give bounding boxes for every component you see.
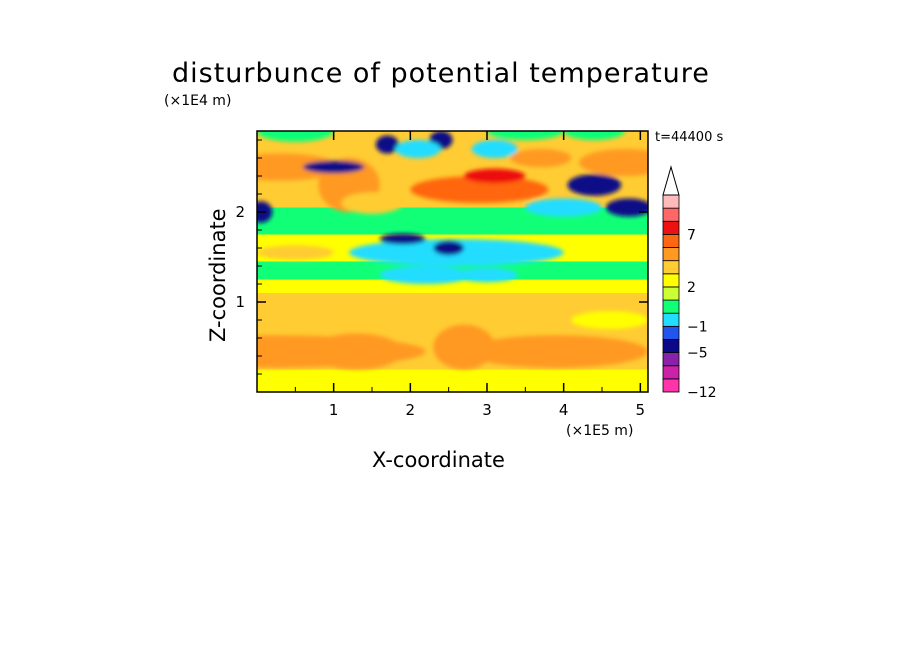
field-cell bbox=[456, 267, 518, 283]
field-cell bbox=[395, 140, 441, 158]
x-tick-label: 3 bbox=[482, 401, 492, 419]
y-tick-label: 1 bbox=[235, 293, 245, 311]
field-cell bbox=[525, 198, 603, 217]
field-cell bbox=[433, 240, 464, 256]
colorbar-label: 7 bbox=[687, 227, 696, 243]
x-tick-label: 5 bbox=[636, 401, 646, 419]
field-cell bbox=[257, 131, 334, 142]
field-cell bbox=[318, 304, 503, 327]
field-cell bbox=[257, 153, 342, 181]
field-cell bbox=[605, 198, 648, 217]
y-axis-unit: (×1E4 m) bbox=[164, 93, 232, 109]
field-cell bbox=[464, 335, 648, 368]
field-cell bbox=[257, 245, 334, 260]
colorbar-swatch bbox=[662, 233, 680, 248]
field-cell bbox=[571, 311, 648, 329]
field-cell bbox=[567, 174, 622, 196]
colorbar-swatch bbox=[662, 339, 680, 354]
colorbar-swatch bbox=[662, 220, 680, 235]
colorbar-label: −5 bbox=[687, 346, 708, 362]
colorbar: 7 2 −1 −5 −12 bbox=[662, 165, 717, 401]
field-cell bbox=[310, 333, 403, 370]
colorbar-swatch bbox=[662, 312, 680, 327]
colorbar-swatch bbox=[662, 260, 680, 275]
contour-field bbox=[257, 131, 648, 392]
colorbar-swatch bbox=[662, 299, 680, 314]
colorbar-swatch bbox=[662, 273, 680, 288]
time-label: t=44400 s bbox=[655, 130, 724, 145]
colorbar-swatch bbox=[662, 365, 680, 380]
plot-frame bbox=[256, 130, 649, 393]
colorbar-swatch bbox=[662, 207, 680, 222]
field-cell bbox=[579, 149, 648, 176]
colorbar-swatch bbox=[662, 352, 680, 367]
x-tick-label: 1 bbox=[329, 401, 339, 419]
field-cell bbox=[410, 176, 549, 203]
colorbar-extend-arrow bbox=[662, 165, 680, 196]
field-cell bbox=[303, 160, 365, 174]
y-tick-label: 2 bbox=[235, 203, 245, 221]
field-cell bbox=[375, 135, 399, 154]
colorbar-label: −1 bbox=[687, 319, 708, 335]
chart-title: disturbunce of potential temperature bbox=[172, 58, 710, 89]
colorbar-swatch bbox=[662, 247, 680, 262]
colorbar-label: −12 bbox=[687, 385, 717, 401]
x-axis-unit: (×1E5 m) bbox=[566, 423, 634, 439]
x-tick-label: 2 bbox=[406, 401, 416, 419]
field-cell bbox=[563, 131, 625, 140]
field-cell bbox=[341, 192, 403, 214]
field-cell bbox=[487, 131, 564, 140]
field-cell bbox=[510, 149, 572, 167]
field-cell bbox=[464, 168, 526, 184]
colorbar-swatch bbox=[662, 325, 680, 340]
colorbar-swatch bbox=[662, 194, 680, 209]
field-cell bbox=[471, 140, 518, 158]
colorbar-label: 2 bbox=[687, 280, 696, 296]
colorbar-swatch bbox=[662, 286, 680, 301]
field-band bbox=[257, 279, 648, 293]
field-cell bbox=[379, 233, 426, 245]
x-axis-label: X-coordinate bbox=[372, 448, 505, 472]
colorbar-swatch bbox=[662, 378, 680, 393]
field-cell bbox=[379, 266, 472, 284]
x-tick-label: 4 bbox=[559, 401, 569, 419]
field-band bbox=[257, 369, 648, 392]
